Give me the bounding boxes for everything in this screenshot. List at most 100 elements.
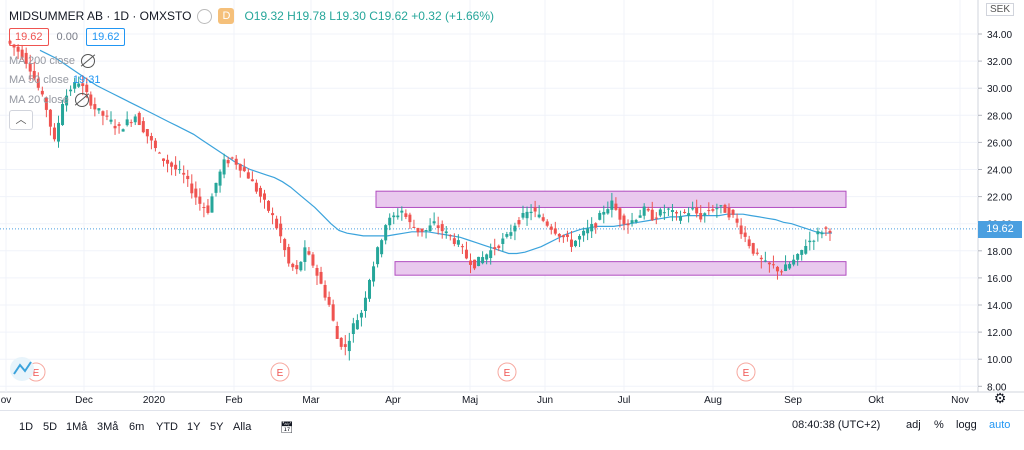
candle-body [448, 235, 452, 237]
spread-value: 0.00 [56, 31, 78, 43]
timeframe-ytd[interactable]: YTD [156, 421, 178, 433]
candle-body [149, 136, 153, 141]
timeframe-3m[interactable]: 3Må [97, 421, 119, 433]
eye-hidden-icon[interactable] [81, 54, 96, 68]
candle-body [489, 250, 493, 259]
price-axis[interactable]: 34.0032.0030.0028.0026.0024.0022.0020.00… [978, 30, 1012, 393]
candle-body [186, 175, 190, 180]
indicator-value: 19.31 [72, 74, 101, 86]
candle-body [295, 265, 299, 270]
candle-body [351, 323, 355, 335]
timeframe-1y[interactable]: 1Y [187, 421, 201, 433]
candle-body [109, 119, 113, 122]
candle-body [723, 204, 727, 213]
candle-body [670, 210, 674, 212]
earnings-event-label: E [504, 368, 511, 379]
x-tick-label: Jun [537, 395, 553, 406]
chevron-up-icon[interactable]: ︿ [9, 110, 33, 130]
candle-body [347, 340, 351, 352]
candle-body [505, 234, 509, 237]
earnings-event-marker[interactable] [270, 362, 290, 382]
candle-body [210, 196, 214, 213]
candle-body [440, 224, 444, 232]
ask-price[interactable]: 19.62 [85, 28, 126, 46]
candle-body [157, 152, 161, 154]
candle-body [416, 227, 420, 233]
auto-toggle[interactable]: auto [989, 419, 1011, 431]
x-tick-label: Okt [868, 395, 884, 406]
candle-body [533, 207, 537, 212]
indicator-ma-200[interactable]: MA 200 close [9, 54, 96, 68]
candle-body [828, 230, 832, 233]
candle-body [275, 218, 279, 229]
delay-badge: D [218, 8, 235, 24]
candle-body [767, 262, 771, 265]
x-tick-label: ov [1, 395, 12, 406]
y-tick-label: 12.00 [987, 328, 1012, 339]
candle-body [408, 214, 412, 223]
timeframe-5d[interactable]: 5D [43, 421, 58, 433]
candle-body [56, 122, 60, 142]
candle-body [65, 95, 69, 106]
timeframe-1m[interactable]: 1Må [66, 421, 88, 433]
candle-body [117, 124, 121, 126]
candle-body [190, 183, 194, 194]
x-tick-label: 2020 [143, 395, 166, 406]
candle-body [339, 337, 343, 347]
adj-toggle[interactable]: adj [906, 419, 921, 431]
timeframe-6m[interactable]: 6m [129, 421, 145, 433]
log-toggle[interactable]: logg [956, 419, 977, 431]
candle-body [820, 232, 824, 235]
candle-body [582, 230, 586, 236]
candle-body [687, 213, 691, 216]
symbol-title[interactable]: MIDSUMMER AB · 1D · OMXSTO [9, 9, 192, 23]
earnings-event-marker[interactable] [497, 362, 517, 382]
time-axis[interactable]: ov Dec 2020 Feb Mar Apr Maj Jun Jul Aug Sep Okt Nov ⚙ [1, 391, 1007, 407]
date-range-icon[interactable]: 📅︎ [280, 422, 294, 434]
candle-body [420, 228, 424, 232]
y-tick-label: 26.00 [987, 138, 1012, 149]
bid-price[interactable]: 19.62 [9, 28, 49, 46]
clock-time[interactable]: 08:40:38 (UTC+2) [792, 419, 881, 431]
timeframe-5y[interactable]: 5Y [210, 421, 224, 433]
candle-body [565, 234, 569, 237]
candle-body [73, 82, 77, 89]
candle-body [683, 211, 687, 213]
percent-toggle[interactable]: % [934, 419, 944, 431]
indicator-ma-50[interactable]: MA 50 close 19.31 [9, 74, 100, 86]
candle-body [61, 103, 65, 126]
gear-icon[interactable]: ⚙ [994, 391, 1007, 407]
candle-body [638, 215, 642, 218]
candle-body [780, 271, 784, 273]
candle-body [355, 320, 359, 330]
indicator-label: MA 50 close [9, 74, 69, 86]
candle-body [598, 212, 602, 220]
candle-body [493, 247, 497, 250]
timeframe-1d[interactable]: 1D [19, 421, 34, 433]
eye-hidden-icon[interactable] [74, 93, 89, 107]
indicator-ma-20[interactable]: MA 20 close [9, 93, 89, 107]
candle-body [319, 271, 323, 284]
candle-body [299, 261, 303, 271]
candle-body [775, 266, 779, 272]
x-tick-label: Apr [385, 395, 401, 406]
candle-body [214, 182, 218, 193]
candle-body [674, 212, 678, 214]
candle-body [283, 239, 287, 251]
candle-body [323, 284, 327, 298]
earnings-event-marker[interactable] [736, 362, 756, 382]
candle-body [614, 203, 618, 210]
candle-body [48, 109, 52, 127]
x-tick-label: Maj [462, 395, 478, 406]
timeframe-all[interactable]: Alla [233, 421, 252, 433]
candle-body [513, 225, 517, 232]
candle-body [525, 211, 529, 219]
candle-body [230, 157, 234, 159]
candle-body [170, 162, 174, 167]
price-zone-rect [394, 261, 847, 276]
candle-body [444, 231, 448, 234]
candle-body [452, 238, 456, 244]
candle-body [824, 227, 828, 229]
